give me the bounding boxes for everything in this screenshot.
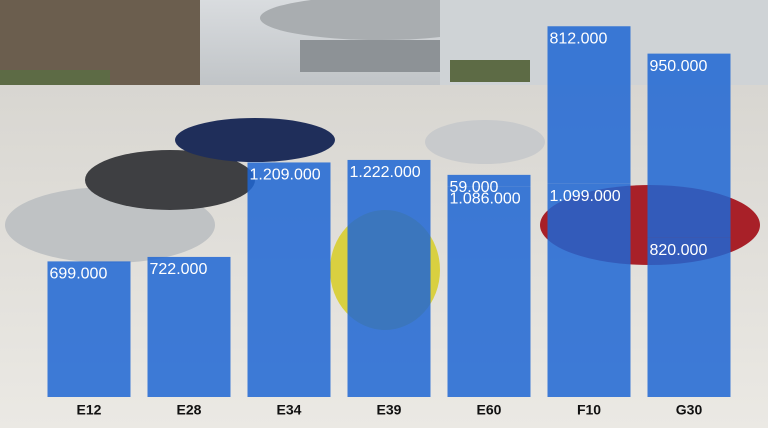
x-tick-label: E60 [477, 402, 502, 418]
value-label: 699.000 [50, 266, 108, 283]
bar-segment [647, 53, 731, 238]
value-label: 1.099.000 [550, 188, 621, 205]
x-tick-label: F10 [577, 402, 601, 418]
x-tick-label: E28 [177, 402, 202, 418]
bar-segment [547, 26, 631, 184]
bar-segment [147, 256, 231, 397]
value-label: 59.000 [450, 179, 499, 196]
bar-segment [447, 174, 531, 187]
bar-segment [447, 186, 531, 397]
value-label: 820.000 [650, 242, 708, 259]
value-label: 812.000 [550, 30, 608, 47]
bar-segment [247, 162, 331, 397]
x-tick-label: E12 [77, 402, 102, 418]
bar-segment [547, 183, 631, 397]
value-label: 1.209.000 [250, 167, 321, 184]
x-tick-label: E34 [277, 402, 302, 418]
bar-segment [347, 159, 431, 397]
x-tick-label: E39 [377, 402, 402, 418]
value-label: 950.000 [650, 58, 708, 75]
value-label: 1.222.000 [350, 164, 421, 181]
value-label: 1.086.000 [450, 191, 521, 208]
bar-segment [647, 237, 731, 397]
value-label: 722.000 [150, 261, 208, 278]
x-tick-label: G30 [676, 402, 703, 418]
bar-segment [47, 261, 131, 397]
plot: 699.000 E12 722.000 E28 1.209.000 E34 1.222.00… [47, 26, 731, 418]
